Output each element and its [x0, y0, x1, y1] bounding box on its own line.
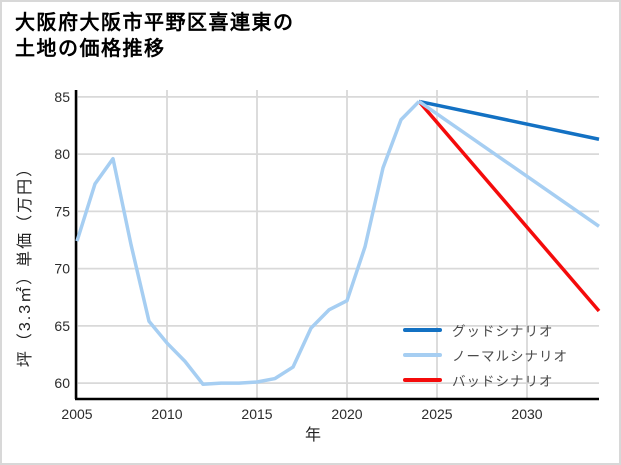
normal-scenario-line-swatch — [403, 352, 442, 357]
x-tick-label: 2020 — [331, 406, 362, 422]
y-tick-label: 80 — [54, 146, 70, 162]
series-line-normal-history — [75, 100, 421, 387]
legend-label: グッドシナリオ — [452, 323, 554, 339]
y-tick-label: 75 — [54, 203, 70, 219]
x-axis-title: 年 — [304, 427, 321, 444]
good-scenario-line-swatch — [403, 327, 442, 332]
x-tick-label: 2010 — [151, 406, 182, 422]
page-title: 大阪府大阪市平野区喜連東の 土地の価格推移 — [15, 10, 295, 62]
x-tick-label: 2015 — [241, 406, 272, 422]
x-tick-label: 2005 — [61, 406, 92, 422]
series-line-bad-forecast — [417, 100, 601, 313]
chart-title-line2: 土地の価格推移 — [15, 38, 166, 60]
y-tick-label: 85 — [54, 89, 70, 105]
x-tick-label: 2030 — [511, 406, 542, 422]
bad-scenario-line-swatch — [403, 377, 442, 382]
chart-title-line1: 大阪府大阪市平野区喜連東の — [15, 12, 295, 34]
y-axis-title: 坪（3.3㎡）単価（万円） — [17, 158, 34, 368]
x-tick-label: 2025 — [421, 406, 452, 422]
legend-item-bad-scenario: バッドシナリオ — [403, 367, 568, 392]
legend-label: バッドシナリオ — [452, 373, 554, 389]
y-tick-label: 65 — [54, 318, 70, 334]
legend-label: ノーマルシナリオ — [452, 348, 568, 364]
chart-legend: グッドシナリオ ノーマルシナリオ バッドシナリオ — [403, 317, 568, 392]
legend-item-good-scenario: グッドシナリオ — [403, 317, 568, 342]
series-line-normal-forecast — [418, 100, 600, 228]
y-tick-label: 70 — [54, 261, 70, 277]
series-line-good-forecast — [418, 99, 600, 141]
y-tick-label: 60 — [54, 375, 70, 391]
legend-item-normal-scenario: ノーマルシナリオ — [403, 342, 568, 367]
